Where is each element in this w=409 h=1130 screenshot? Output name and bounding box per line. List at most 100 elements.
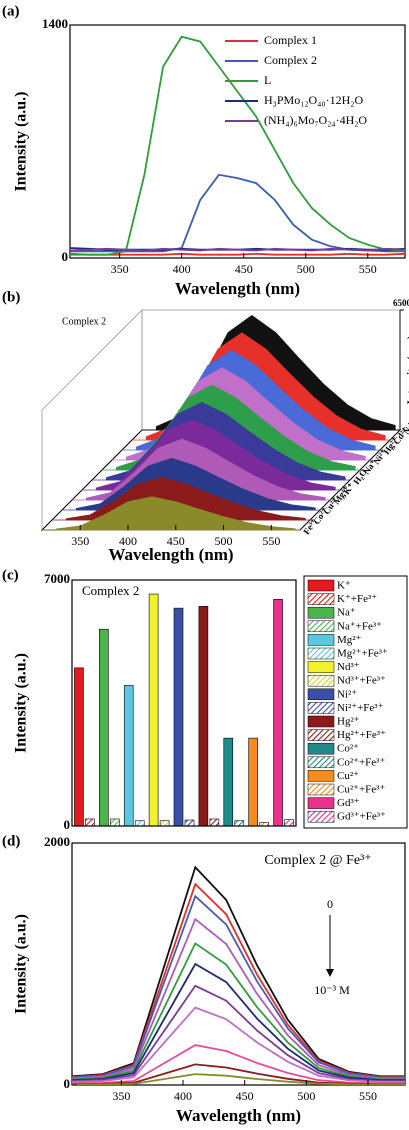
y-tick-label: 1400 [42, 16, 68, 31]
legend-label: Ni²⁺+Fe³⁺ [337, 702, 384, 714]
arrow-start: 0 [327, 897, 333, 911]
x-tick-label: 500 [215, 534, 233, 548]
series-line [72, 984, 405, 1082]
legend-label: Na⁺ [337, 607, 356, 619]
x-tick-label: 450 [167, 534, 185, 548]
arrow-head [326, 969, 334, 977]
bar [159, 820, 170, 827]
legend-label: L [264, 73, 271, 87]
legend-label: Hg²⁺ [337, 716, 360, 728]
annotation: Complex 2 @ Fe³⁺ [264, 853, 371, 868]
x-tick-label: 350 [112, 1089, 130, 1103]
legend-label: Gd³⁺ [337, 797, 360, 809]
x-tick-label: 550 [262, 534, 280, 548]
x-tick-label: 550 [359, 1089, 377, 1103]
bar [273, 599, 283, 827]
plot-frame [71, 579, 297, 827]
panel-label: (b) [2, 289, 20, 305]
legend-swatch [307, 756, 335, 769]
legend-swatch [307, 620, 335, 633]
legend-label: (NH₄)₆Mo₇O₂₄·4H₂O [264, 113, 367, 127]
bar [85, 818, 95, 827]
legend-label: Mg²⁺+Fe³⁺ [337, 648, 388, 660]
legend-swatch [307, 647, 335, 660]
legend-label: Nd³⁺ [337, 661, 360, 673]
y-axis-label: Intensity (a.u.) [13, 914, 30, 1014]
series-line [72, 1044, 405, 1085]
bar [209, 818, 220, 827]
x-tick-label: 450 [236, 1089, 254, 1103]
legend-label: Na⁺+Fe³⁺ [337, 620, 382, 632]
legend-swatch [307, 715, 335, 728]
panel-label: (a) [2, 3, 20, 19]
y-tick-label: 2000 [44, 834, 70, 849]
series-line [72, 942, 405, 1081]
legend-swatch [307, 810, 335, 823]
bar [284, 819, 294, 827]
legend-label: H₃PMo₁₂O₄₀·12H₂O [264, 93, 363, 107]
legend-label: Ni²⁺ [337, 688, 357, 700]
legend-label: Cu²⁺+Fe³⁺ [337, 784, 385, 796]
legend-swatch [307, 797, 335, 809]
bar [148, 593, 159, 827]
x-tick-label: 550 [359, 262, 377, 276]
legend-label: Cu²⁺ [337, 770, 359, 782]
legend-label: Mg²⁺ [337, 634, 362, 646]
legend-label: Complex 1 [264, 33, 317, 47]
bar [123, 685, 134, 827]
x-tick-label: 400 [119, 534, 137, 548]
series-line [70, 35, 405, 256]
bar [134, 820, 145, 827]
series-line [72, 962, 405, 1082]
bar [110, 818, 120, 827]
x-axis-label: Wavelength (nm) [175, 279, 300, 298]
legend-swatch [307, 579, 335, 592]
bar [248, 737, 258, 827]
bar [74, 667, 84, 827]
y-axis-label: Intensity (a.u.) [13, 653, 30, 753]
bar [173, 607, 184, 827]
panel-label: (c) [2, 567, 19, 583]
legend-swatch [307, 729, 335, 741]
y-tick-label: 0 [64, 1076, 71, 1091]
legend-swatch [307, 634, 335, 646]
x-axis-label: Wavelength (nm) [176, 1106, 301, 1125]
x-tick-label: 400 [173, 262, 191, 276]
legend-label: Hg²⁺+Fe³⁺ [337, 729, 386, 741]
bar [223, 737, 234, 827]
panel-label: (d) [2, 833, 20, 849]
legend-swatch [307, 674, 335, 687]
annotation: Complex 2 [62, 316, 106, 327]
bar [198, 606, 209, 827]
y-axis-label: Intensity (a.u.) [13, 91, 30, 191]
annotation: Complex 2 [82, 583, 139, 598]
legend-box [303, 575, 408, 829]
legend-label: Co²⁺+Fe³⁺ [337, 756, 385, 768]
x-tick-label: 500 [297, 262, 315, 276]
legend-swatch [307, 770, 335, 782]
series-line [72, 1006, 405, 1083]
legend-swatch [307, 688, 335, 701]
legend-swatch [307, 742, 335, 755]
legend-label: Complex 2 [264, 53, 317, 67]
y-tick-label: 0 [62, 249, 69, 264]
arrow-end: 10⁻³ M [314, 983, 350, 997]
plot-frame [71, 842, 406, 1086]
series-line [72, 865, 405, 1078]
x-axis-label: Wavelength (nm) [108, 545, 233, 564]
legend-swatch [307, 593, 335, 605]
bar [234, 820, 245, 827]
legend-label: K⁺ [337, 580, 351, 592]
legend-swatch [307, 661, 335, 673]
legend-label: Nd³⁺+Fe³⁺ [337, 675, 386, 687]
series-line [70, 247, 405, 252]
legend-swatch [307, 702, 335, 714]
legend-swatch [307, 783, 335, 796]
legend-label: Gd³⁺+Fe³⁺ [337, 811, 386, 823]
bar [99, 628, 109, 827]
x-tick-label: 350 [111, 262, 129, 276]
x-tick-label: 500 [297, 1089, 315, 1103]
plot-frame [69, 24, 406, 259]
x-tick-label: 350 [71, 534, 89, 548]
